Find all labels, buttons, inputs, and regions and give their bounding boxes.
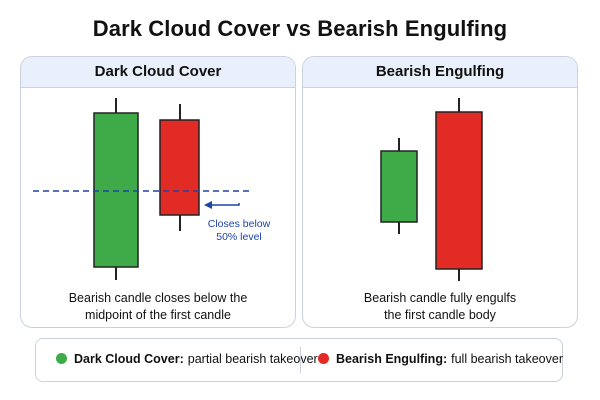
legend-text: full bearish takeover	[451, 352, 563, 366]
legend-item-bearish-engulfing: Bearish Engulfing: full bearish takeover	[318, 339, 563, 380]
bullish-candle-body	[93, 112, 139, 268]
dark-cloud-cover-diagram: Closes below 50% level	[33, 98, 271, 280]
caption-line-2: the first candle body	[384, 308, 496, 322]
legend: Dark Cloud Cover: partial bearish takeove…	[35, 338, 563, 382]
bearish-engulfing-panel: Bearish Engulfing Bearish candle fully e…	[302, 56, 578, 328]
caption-line-2: midpoint of the first candle	[85, 308, 231, 322]
annotation-arrow-line	[209, 203, 240, 206]
arrow-left-icon	[204, 201, 212, 209]
panel-caption: Bearish candle closes below the midpoint…	[21, 290, 295, 324]
annotation-line-1: Closes below	[208, 218, 271, 230]
panel-heading: Bearish Engulfing	[303, 57, 577, 88]
legend-name: Dark Cloud Cover:	[74, 352, 184, 366]
caption-line-1: Bearish candle fully engulfs	[363, 291, 517, 305]
annotation-line-2: 50% level	[216, 231, 262, 243]
legend-item-dark-cloud-cover: Dark Cloud Cover: partial bearish takeove…	[56, 339, 318, 380]
caption-line-1: Bearish candle closes below the	[68, 291, 248, 305]
bearish-candle-body	[435, 111, 483, 270]
panel-heading: Dark Cloud Cover	[21, 57, 295, 88]
panel-caption: Bearish candle fully engulfs the first c…	[303, 290, 577, 324]
green-dot-icon	[56, 353, 67, 364]
legend-text: partial bearish takeover	[187, 352, 318, 366]
legend-divider	[300, 347, 301, 373]
dark-cloud-cover-panel: Dark Cloud Cover Closes below 50% level …	[20, 56, 296, 328]
bearish-candle-body	[159, 119, 200, 216]
page-title: Dark Cloud Cover vs Bearish Engulfing	[92, 16, 508, 41]
legend-name: Bearish Engulfing:	[336, 352, 448, 366]
bullish-candle-body	[380, 150, 418, 223]
red-dot-icon	[318, 353, 329, 364]
bearish-engulfing-diagram	[380, 98, 483, 281]
